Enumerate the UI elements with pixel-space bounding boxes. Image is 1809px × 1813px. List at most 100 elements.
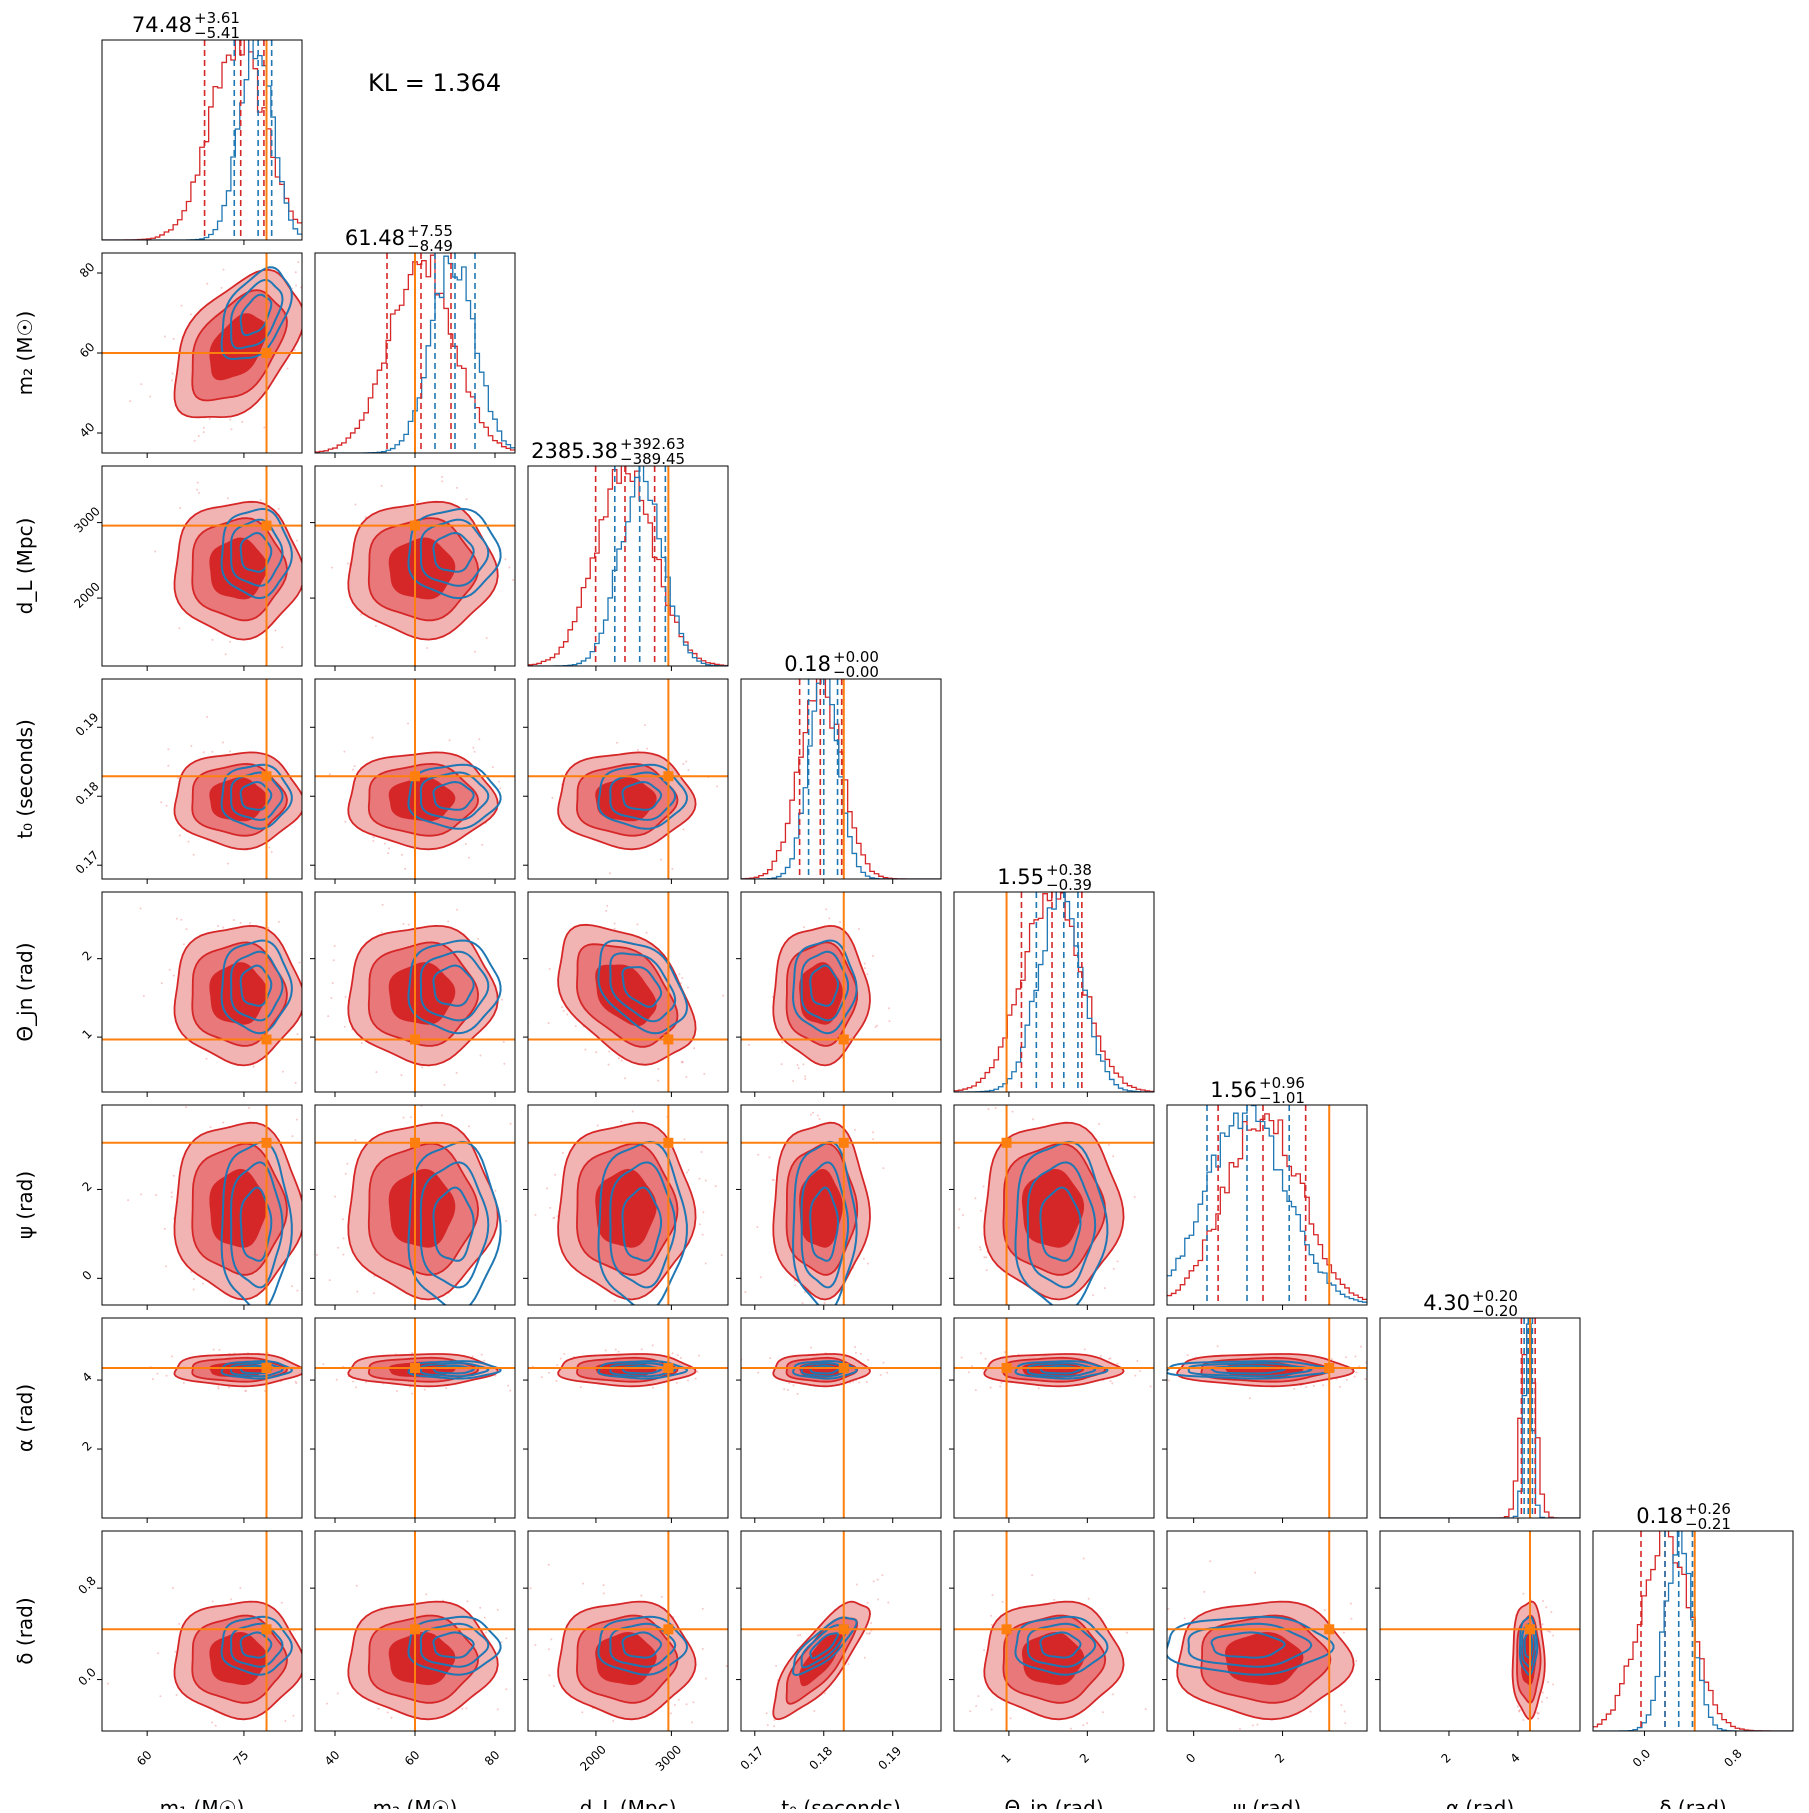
contour-comparison [609,1362,677,1378]
scatter-point [154,550,157,553]
panel-frame [527,465,729,667]
scatter-point [957,1226,960,1229]
scatter-point [371,1082,373,1084]
contour-comparison [609,1161,677,1289]
scatter-point [178,627,181,630]
scatter-point [1536,1711,1539,1714]
scatter-point [640,1348,643,1351]
scatter-point [502,1041,505,1044]
scatter-point [171,1355,174,1358]
scatter-point [281,1070,284,1073]
scatter-point [692,1701,695,1704]
scatter-point [1522,1718,1525,1721]
scatter-point [494,1189,497,1192]
x-tick-label: 0.18 [807,1744,836,1773]
scatter-point [1009,1717,1012,1720]
scatter-point [561,1151,564,1154]
scatter-point [1069,1727,1072,1730]
scatter-point [178,1622,181,1625]
scatter-point [426,647,429,650]
scatter-point [720,1254,723,1257]
scatter-point [156,1372,159,1375]
scatter-point [441,475,444,478]
contour-comparison [239,531,273,573]
scatter-point [1083,1348,1086,1351]
scatter-point [614,1348,617,1351]
panel-m2-delta: 40 60 80 m₂ (M☉) [310,1530,516,1813]
scatter-point [696,1370,699,1373]
scatter-point [1164,1642,1166,1644]
title-plus: +3.61 [194,9,240,27]
scatter-point [1112,1267,1115,1270]
scatter-point [447,920,450,923]
scatter-point [865,1381,868,1384]
title-median: 0.18 [784,652,831,676]
scatter-point [1550,1611,1553,1614]
scatter-point [769,1357,772,1360]
injection-marker [838,1034,849,1045]
scatter-point [881,1574,884,1577]
scatter-point [1186,1354,1189,1357]
scatter-point [1355,1659,1358,1662]
scatter-point [872,1131,875,1134]
injection-marker [663,771,674,782]
scatter-point [547,1022,550,1025]
scatter-point [294,271,297,274]
scatter-point [222,268,225,271]
scatter-point [267,241,269,243]
x-tick-label: 0.8 [1721,1746,1744,1769]
scatter-point [595,1051,598,1054]
scatter-point [1107,1143,1110,1146]
scatter-point [1037,1387,1040,1390]
scatter-point [866,1601,869,1604]
scatter-point [280,1601,283,1604]
scatter-point [180,918,183,921]
scatter-point [1359,1345,1362,1348]
scatter-point [380,931,383,934]
scatter-point [185,1106,188,1109]
y-tick-label: 0.18 [73,779,102,808]
scatter-point [331,553,333,555]
marginal-hist-comparison [102,40,302,240]
y-tick-label: 0.0 [75,1665,98,1688]
panel-alpha-alpha: 4.30 +0.20−0.20 [1379,1287,1581,1523]
injection-marker [1324,1363,1335,1373]
panel-frame [314,465,516,667]
contour-comparison [432,780,475,811]
scatter-point [698,1177,701,1180]
y-axis-label: m₂ (M☉) [13,311,37,396]
scatter-point [1238,1728,1241,1731]
scatter-point [839,921,842,924]
scatter-point [1256,1723,1259,1726]
contour-comparison [621,1186,663,1262]
scatter-point [682,762,685,765]
scatter-point [352,1380,355,1383]
panel-m1-delta: 0.0 0.8 δ (rad) 60 75 m₁ (M☉) [13,1530,303,1813]
scatter-point [534,1213,537,1216]
scatter-point [719,1102,721,1104]
scatter-point [792,1080,795,1083]
panel-t0-t0: 0.18 +0.00−0.00 [740,648,942,884]
scatter-point [859,1352,862,1355]
scatter-point [327,1015,330,1018]
scatter-point [1338,1385,1341,1388]
scatter-point [296,1289,299,1292]
scatter-point [605,909,608,912]
scatter-point [496,1608,499,1611]
scatter-point [325,1702,328,1705]
scatter-point [1552,1634,1555,1637]
scatter-point [263,426,266,429]
contour-comparison [220,1140,293,1305]
scatter-point [1116,1260,1119,1263]
injection-marker [261,1624,272,1635]
scatter-point [206,282,209,285]
scatter-point [747,1043,750,1046]
scatter-point [690,1721,693,1724]
contour-comparison [1014,1140,1109,1305]
scatter-point [423,1388,426,1391]
scatter-point [214,1724,217,1727]
scatter-point [1116,1362,1119,1365]
panel-t0-theta_jn [736,891,942,1097]
marginal-hist-comparison [954,892,1154,1092]
